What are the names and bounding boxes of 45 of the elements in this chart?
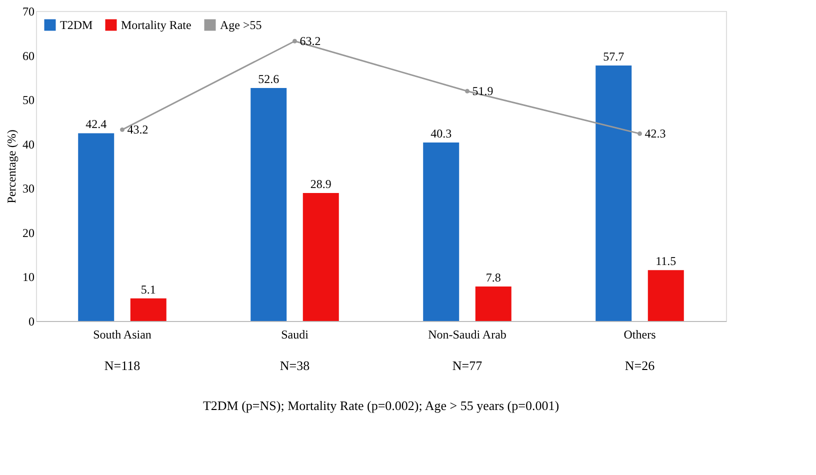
x-tick-label: Saudi [281, 328, 310, 342]
data-label: 7.8 [486, 270, 501, 284]
bar [648, 270, 684, 321]
y-tick-label: 40 [22, 137, 34, 152]
y-tick-label: 10 [22, 270, 34, 284]
x-tick-label: South Asian [93, 328, 152, 342]
bar [423, 142, 460, 321]
data-label: 11.5 [656, 254, 676, 268]
y-tick-label: 60 [22, 48, 34, 63]
point [292, 38, 297, 44]
legend-label: Mortality Rate [121, 18, 192, 32]
y-tick-label: 30 [22, 182, 34, 196]
y-tick-label: 20 [22, 226, 34, 240]
data-label: 40.3 [430, 126, 452, 141]
bar [302, 193, 339, 321]
x-tick-label: Non-Saudi Arab [428, 328, 506, 342]
y-tick-label: 0 [28, 314, 34, 328]
bar [78, 133, 114, 321]
text: N=26 [624, 358, 656, 373]
data-label: 57.7 [603, 49, 624, 64]
bar [130, 298, 166, 321]
data-label: 43.2 [127, 122, 148, 137]
y-axis-title: Percentage (%) [4, 130, 18, 204]
legend-label: T2DM [60, 18, 93, 32]
data-label: 52.6 [258, 72, 280, 86]
y-tick-label: 70 [22, 4, 34, 18]
bar [475, 286, 512, 321]
data-label: 51.9 [472, 84, 494, 98]
data-label: 42.4 [86, 117, 107, 132]
text: T2DM (p=NS); Mortality Rate (p=0.002); Age > 55 years (p=0.001) [202, 398, 560, 413]
point [465, 88, 470, 94]
text: N=38 [280, 358, 310, 373]
point [638, 131, 642, 136]
y-tick-label: 50 [22, 93, 34, 108]
x-tick-label: Others [624, 328, 656, 342]
text: N=77 [452, 358, 483, 373]
data-label: 42.3 [644, 126, 666, 141]
point [120, 127, 124, 132]
data-label: 5.1 [140, 282, 156, 296]
data-label: 28.9 [310, 177, 332, 192]
data-label: 63.2 [300, 34, 321, 48]
legend-label: Age >55 [220, 18, 262, 32]
bar [596, 65, 632, 321]
text: N=118 [104, 358, 140, 373]
bar [250, 88, 287, 321]
